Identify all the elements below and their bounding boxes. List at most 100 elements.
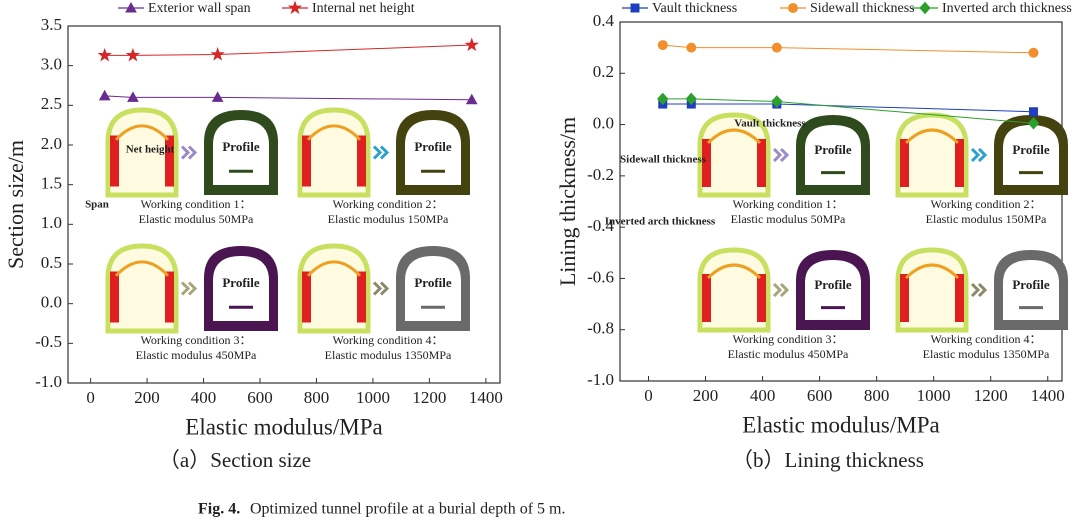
marker (125, 47, 141, 62)
profile-inner (213, 120, 269, 185)
arrow (372, 145, 383, 160)
series-line (662, 44, 1034, 54)
condition-title: Working condition 1： (140, 197, 251, 211)
stress-zone (357, 271, 366, 323)
profile-inner (405, 120, 461, 185)
arrow (379, 145, 390, 160)
stress-arch (706, 263, 762, 280)
legend-label: Exterior wall span (148, 1, 251, 16)
y-tick-label: -1.0 (587, 370, 614, 389)
marker (98, 89, 111, 101)
arrow (772, 147, 783, 163)
profile-inner (405, 256, 461, 321)
arrow (779, 147, 790, 163)
stress-arch (706, 128, 762, 145)
condition-title: Working condition 3： (732, 332, 843, 346)
x-tick-label: 400 (750, 386, 776, 405)
condition-title: Working condition 4： (930, 332, 1041, 346)
inset-annotation: Span (85, 199, 109, 211)
inset-annotation: Sidewall thickness (620, 154, 707, 166)
x-tick-label: 0 (86, 388, 95, 407)
y-tick-label: 1.0 (41, 213, 62, 232)
y-tick-label: -1.0 (35, 372, 62, 391)
plot-frame (67, 25, 501, 384)
y-tick-label: 2.5 (41, 94, 62, 113)
arrow (180, 281, 191, 296)
condition-modulus: Elastic modulus 1350MPa (923, 347, 1050, 361)
stress-zone (955, 139, 964, 187)
stress-zone (110, 135, 119, 187)
x-axis-title: Elastic modulus/MPa (185, 414, 382, 439)
series-line (662, 98, 1034, 124)
y-tick-label: 0.5 (41, 253, 62, 272)
legend-label: Vault thickness (652, 1, 737, 16)
stress-zone (757, 139, 766, 187)
y-tick-label: 0.0 (593, 113, 614, 132)
figure-label: Fig. 4. (198, 501, 240, 518)
arrow (772, 282, 783, 298)
marker (211, 91, 224, 102)
x-tick-label: 1400 (469, 388, 503, 407)
legend-label: Sidewall thickness (810, 1, 915, 16)
y-tick-label: -0.6 (587, 267, 614, 286)
inset-annotation: Inverted arch thickness (605, 216, 716, 228)
arrow (977, 147, 988, 163)
y-tick-label: 3.0 (41, 55, 62, 74)
condition-modulus: Elastic modulus 450MPa (136, 348, 257, 362)
x-tick-label: 1200 (974, 386, 1008, 405)
x-tick-label: 0 (644, 386, 653, 405)
profile-inner (805, 125, 861, 185)
arrow (379, 281, 390, 296)
condition-modulus: Elastic modulus 1350MPa (325, 348, 452, 362)
profile-inner (805, 260, 861, 320)
stress-arch (306, 260, 362, 277)
series-line (662, 103, 1034, 113)
y-tick-label: 0.0 (41, 293, 62, 312)
stress-arch (114, 260, 170, 277)
condition-title: Working condition 4： (332, 333, 443, 347)
marker (685, 92, 697, 106)
x-tick-label: 1000 (356, 388, 390, 407)
y-tick-label: 0.2 (593, 62, 614, 81)
legend-label: Internal net height (312, 1, 415, 16)
marker (465, 93, 478, 105)
stress-zone (955, 274, 964, 322)
inset-annotation: Vault thickness (734, 118, 806, 130)
stress-zone (165, 135, 174, 187)
profile-label: Profile (814, 142, 852, 157)
marker (1028, 107, 1038, 117)
condition-modulus: Elastic modulus 450MPa (728, 347, 849, 361)
stress-zone (110, 271, 119, 323)
stress-zone (165, 271, 174, 323)
x-tick-label: 1200 (412, 388, 446, 407)
y-tick-label: 1.5 (41, 174, 62, 193)
stress-zone (302, 135, 311, 187)
marker (657, 92, 669, 106)
arrow (180, 145, 191, 160)
legend-marker (630, 3, 640, 13)
stress-zone (702, 139, 711, 187)
profile-inner (1003, 260, 1059, 320)
stress-zone (357, 135, 366, 187)
y-tick-label: -0.2 (587, 165, 614, 184)
profile-label: Profile (414, 275, 452, 290)
y-tick-label: 3.5 (41, 15, 62, 34)
arrow (372, 281, 383, 296)
profile-label: Profile (1012, 142, 1050, 157)
y-axis-title: Section size/m (3, 140, 28, 269)
stress-zone (302, 271, 311, 323)
plot-frame (619, 21, 1063, 382)
x-tick-label: 400 (191, 388, 217, 407)
legend-marker (919, 1, 931, 15)
series-line (104, 44, 472, 56)
y-tick-label: 0.4 (593, 11, 615, 30)
marker (127, 91, 139, 102)
x-axis-title: Elastic modulus/MPa (742, 412, 939, 437)
condition-title: Working condition 2： (332, 197, 443, 211)
x-tick-label: 1000 (917, 386, 951, 405)
x-tick-label: 200 (693, 386, 719, 405)
arrow (970, 147, 981, 163)
legend-marker (125, 1, 137, 13)
subcaption: （b）Lining thickness (732, 448, 924, 472)
